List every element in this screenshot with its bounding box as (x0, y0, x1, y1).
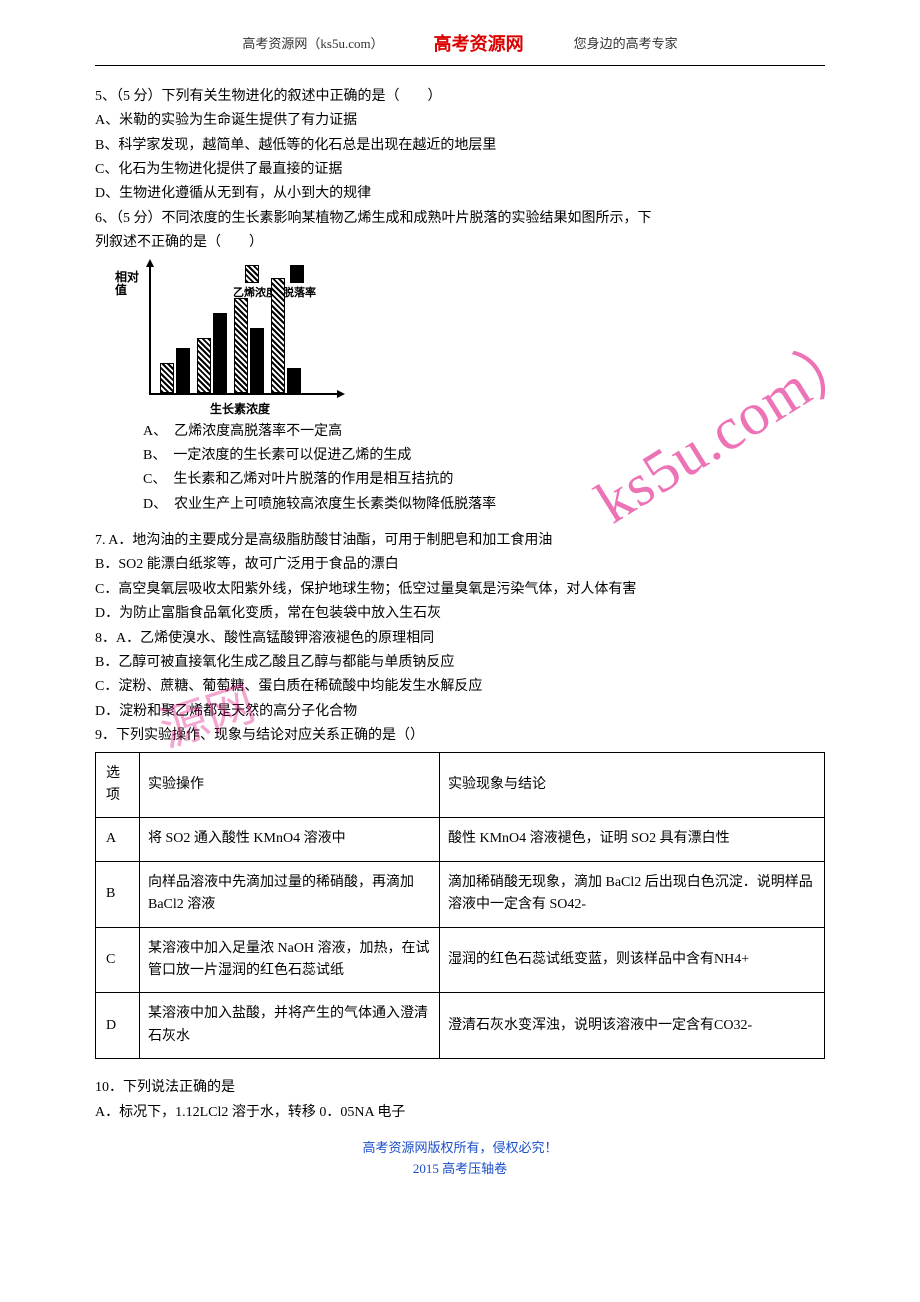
legend-solid-icon (290, 265, 304, 283)
q5-opt-a: A、米勒的实验为生命诞生提供了有力证据 (95, 110, 825, 132)
header-right: 您身边的高考专家 (574, 34, 678, 55)
header-left: 高考资源网（ks5u.com） (242, 34, 383, 55)
q8-opt-b: B．乙醇可被直接氧化生成乙酸且乙醇与都能与单质钠反应 (95, 652, 825, 674)
q7-opt-c: C．高空臭氧层吸收太阳紫外线，保护地球生物；低空过量臭氧是污染气体，对人体有害 (95, 579, 825, 601)
q9-stem: 9．下列实验操作、现象与结论对应关系正确的是（） (95, 725, 825, 747)
q8-opt-c: C．淀粉、蔗糖、葡萄糖、蛋白质在稀硫酸中均能发生水解反应 (95, 676, 825, 698)
page-footer: 高考资源网版权所有，侵权必究！ 2015 高考压轴卷 (95, 1138, 825, 1180)
spacer (95, 518, 825, 528)
cell-opt: B (96, 861, 140, 927)
bar-ethylene (197, 338, 211, 393)
chart-y-axis (149, 265, 151, 395)
chart-xlabel: 生长素浓度 (210, 400, 270, 419)
footer-line1: 高考资源网版权所有，侵权必究！ (95, 1138, 825, 1159)
q5-opt-c: C、化石为生物进化提供了最直接的证据 (95, 159, 825, 181)
bar-abscission (213, 313, 227, 393)
q6-opt-a: A、 乙烯浓度高脱落率不一定高 (95, 421, 825, 443)
bar-ethylene (271, 278, 285, 393)
bar-ethylene (160, 363, 174, 393)
q6-opt-b: B、 一定浓度的生长素可以促进乙烯的生成 (95, 445, 825, 467)
th-option: 选项 (96, 752, 140, 818)
table-row: D 某溶液中加入盐酸，并将产生的气体通入澄清石灰水 澄清石灰水变浑浊，说明该溶液… (96, 993, 825, 1059)
cell-res: 滴加稀硝酸无现象，滴加 BaCl2 后出现白色沉淀．说明样品溶液中一定含有 SO… (440, 861, 825, 927)
cell-op: 某溶液中加入足量浓 NaOH 溶液，加热，在试管口放一片湿润的红色石蕊试纸 (140, 927, 440, 993)
legend-solid-label: 脱落率 (283, 285, 316, 303)
cell-op: 向样品溶液中先滴加过量的稀硝酸，再滴加 BaCl2 溶液 (140, 861, 440, 927)
table-row: A 将 SO2 通入酸性 KMnO4 溶液中 酸性 KMnO4 溶液褪色，证明 … (96, 818, 825, 861)
q5-opt-b: B、科学家发现，越简单、越低等的化石总是出现在越近的地层里 (95, 135, 825, 157)
cell-op: 某溶液中加入盐酸，并将产生的气体通入澄清石灰水 (140, 993, 440, 1059)
q6-stem-line1: 6、（5 分）不同浓度的生长素影响某植物乙烯生成和成熟叶片脱落的实验结果如图所示… (95, 208, 825, 230)
q6-opt-d: D、 农业生产上可喷施较高浓度生长素类似物降低脱落率 (95, 494, 825, 516)
th-result: 实验现象与结论 (440, 752, 825, 818)
q10-stem: 10．下列说法正确的是 (95, 1077, 825, 1099)
q8-opt-d: D．淀粉和聚乙烯都是天然的高分子化合物 (95, 701, 825, 723)
content-body: 5、（5 分）下列有关生物进化的叙述中正确的是（ ） A、米勒的实验为生命诞生提… (95, 86, 825, 1124)
cell-res: 澄清石灰水变浑浊，说明该溶液中一定含有CO32- (440, 993, 825, 1059)
table-row: B 向样品溶液中先滴加过量的稀硝酸，再滴加 BaCl2 溶液 滴加稀硝酸无现象，… (96, 861, 825, 927)
cell-opt: A (96, 818, 140, 861)
table-row: C 某溶液中加入足量浓 NaOH 溶液，加热，在试管口放一片湿润的红色石蕊试纸 … (96, 927, 825, 993)
table-row-head: 选项 实验操作 实验现象与结论 (96, 752, 825, 818)
q5-stem: 5、（5 分）下列有关生物进化的叙述中正确的是（ ） (95, 86, 825, 108)
q7-opt-b: B．SO2 能漂白纸浆等，故可广泛用于食品的漂白 (95, 554, 825, 576)
q7-opt-a: 7. A．地沟油的主要成分是高级脂肪酸甘油酯，可用于制肥皂和加工食用油 (95, 530, 825, 552)
bar-abscission (287, 368, 301, 393)
cell-res: 酸性 KMnO4 溶液褪色，证明 SO2 具有漂白性 (440, 818, 825, 861)
bar-ethylene (234, 298, 248, 393)
chart-ylabel: 相对值 (115, 271, 145, 297)
page-header: 高考资源网（ks5u.com） 高考资源网 您身边的高考专家 (95, 30, 825, 66)
chart-x-axis (149, 393, 339, 395)
cell-op: 将 SO2 通入酸性 KMnO4 溶液中 (140, 818, 440, 861)
document-page: 高考资源网（ks5u.com） 高考资源网 您身边的高考专家 5、（5 分）下列… (0, 0, 920, 1200)
bar-abscission (250, 328, 264, 393)
th-operation: 实验操作 (140, 752, 440, 818)
q7-opt-d: D．为防止富脂食品氧化变质，常在包装袋中放入生石灰 (95, 603, 825, 625)
cell-opt: D (96, 993, 140, 1059)
footer-line2: 2015 高考压轴卷 (95, 1159, 825, 1180)
q9-table: 选项 实验操作 实验现象与结论 A 将 SO2 通入酸性 KMnO4 溶液中 酸… (95, 752, 825, 1060)
q6-opt-c: C、 生长素和乙烯对叶片脱落的作用是相互拮抗的 (95, 469, 825, 491)
q10-opt-a: A．标况下，1.12LCl2 溶于水，转移 0．05NA 电子 (95, 1102, 825, 1124)
q8-opt-a: 8．A．乙烯使溴水、酸性高锰酸钾溶液褪色的原理相同 (95, 628, 825, 650)
header-center-logo: 高考资源网 (434, 30, 524, 59)
q5-opt-d: D、生物进化遵循从无到有，从小到大的规律 (95, 183, 825, 205)
bar-abscission (176, 348, 190, 393)
cell-opt: C (96, 927, 140, 993)
cell-res: 湿润的红色石蕊试纸变蓝，则该样品中含有NH4+ (440, 927, 825, 993)
q6-stem-line2: 列叙述不正确的是（ ） (95, 232, 825, 254)
legend-hatch-icon (245, 265, 259, 283)
q6-chart: 相对值 生长素浓度 乙烯浓度 脱落率 (115, 265, 825, 415)
